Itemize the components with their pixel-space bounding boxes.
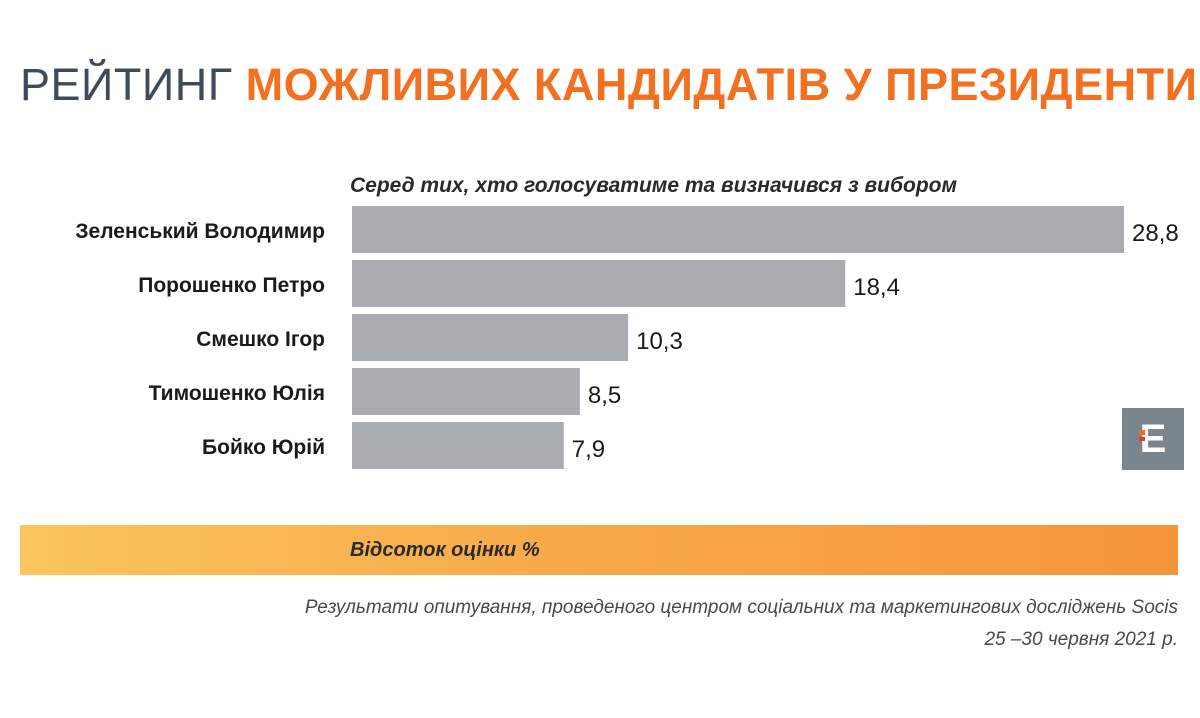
bar	[352, 260, 846, 307]
source-note: Результати опитування, проведеного центр…	[305, 592, 1178, 656]
value-label: 10,3	[636, 328, 683, 355]
title-light: РЕЙТИНГ	[20, 59, 233, 110]
bar	[352, 422, 564, 469]
category-label: Порошенко Петро	[138, 274, 325, 297]
value-label: 7,9	[572, 436, 605, 463]
bar	[352, 206, 1124, 253]
e-logo-icon: E	[1122, 408, 1184, 470]
source-line-1: Результати опитування, проведеного центр…	[304, 597, 1178, 618]
axis-band: Відсоток оцінки %	[20, 525, 1178, 575]
value-label: 18,4	[853, 274, 900, 301]
logo-red-mark	[1139, 437, 1145, 441]
logo-orange-mark	[1139, 430, 1145, 435]
value-label: 8,5	[588, 382, 621, 409]
category-label: Тимошенко Юлія	[149, 382, 325, 405]
title-bold: МОЖЛИВИХ КАНДИДАТІВ У ПРЕЗИДЕНТИ	[245, 59, 1198, 110]
source-line-2: 25 –30 червня 2021 р.	[984, 629, 1178, 650]
chart-title: РЕЙТИНГ МОЖЛИВИХ КАНДИДАТІВ У ПРЕЗИДЕНТИ	[20, 62, 1197, 107]
axis-label: Відсоток оцінки %	[350, 539, 540, 561]
bar-chart: Зеленський Володимир 28,8 Порошенко Петро 1…	[75, 206, 1179, 469]
category-label: Смешко Ігор	[196, 328, 325, 351]
value-label: 28,8	[1132, 220, 1179, 247]
chart-subtitle: Серед тих, хто голосуватиме та визначивс…	[350, 174, 958, 197]
category-label: Бойко Юрій	[202, 436, 325, 459]
bar	[352, 368, 580, 415]
bar	[352, 314, 629, 361]
logo-letter: E	[1139, 417, 1167, 461]
category-label: Зеленський Володимир	[75, 220, 325, 243]
